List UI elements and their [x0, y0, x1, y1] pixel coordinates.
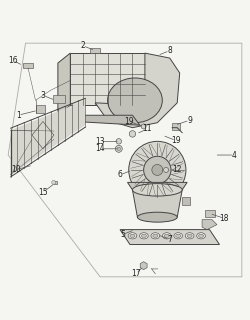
Circle shape [115, 145, 122, 152]
Ellipse shape [132, 184, 182, 196]
Ellipse shape [130, 234, 135, 237]
Polygon shape [11, 100, 85, 175]
Text: 3: 3 [40, 91, 46, 100]
Circle shape [116, 139, 121, 144]
Text: 14: 14 [95, 144, 105, 153]
Polygon shape [70, 53, 145, 105]
Polygon shape [53, 115, 140, 125]
Ellipse shape [138, 212, 177, 222]
Polygon shape [90, 48, 100, 53]
Polygon shape [54, 181, 57, 184]
Polygon shape [36, 105, 46, 113]
Polygon shape [128, 182, 187, 190]
Text: 17: 17 [132, 269, 141, 278]
Text: 13: 13 [95, 137, 105, 146]
Text: 4: 4 [232, 150, 237, 160]
Text: 9: 9 [187, 116, 192, 125]
Polygon shape [58, 53, 70, 115]
Text: 12: 12 [172, 165, 182, 174]
Polygon shape [202, 220, 217, 230]
Polygon shape [53, 95, 65, 103]
Circle shape [144, 156, 171, 184]
Ellipse shape [198, 234, 203, 237]
Text: 15: 15 [38, 188, 48, 197]
Ellipse shape [140, 233, 148, 239]
Ellipse shape [162, 233, 171, 239]
Polygon shape [95, 53, 180, 128]
Ellipse shape [151, 233, 160, 239]
Polygon shape [120, 230, 220, 244]
Text: 8: 8 [168, 46, 172, 55]
Circle shape [129, 131, 136, 137]
Polygon shape [140, 262, 147, 270]
Text: 16: 16 [8, 56, 18, 65]
Text: 1: 1 [16, 111, 20, 120]
Text: 18: 18 [220, 214, 229, 223]
Text: 19: 19 [124, 117, 134, 126]
Circle shape [52, 180, 56, 184]
Circle shape [129, 141, 186, 198]
Ellipse shape [128, 233, 137, 239]
Polygon shape [23, 63, 33, 68]
Text: 2: 2 [80, 41, 85, 50]
Ellipse shape [164, 234, 169, 237]
Ellipse shape [153, 234, 158, 237]
Circle shape [141, 124, 146, 129]
Text: 5: 5 [120, 230, 125, 239]
Text: 11: 11 [142, 124, 152, 133]
Circle shape [117, 147, 120, 150]
Polygon shape [204, 210, 214, 217]
Text: 19: 19 [171, 136, 181, 145]
Polygon shape [172, 123, 180, 130]
Polygon shape [182, 197, 190, 205]
Ellipse shape [174, 233, 182, 239]
Text: 7: 7 [167, 235, 172, 244]
Ellipse shape [187, 234, 192, 237]
Ellipse shape [185, 233, 194, 239]
Ellipse shape [142, 234, 146, 237]
Circle shape [164, 167, 168, 172]
Text: 10: 10 [11, 165, 20, 174]
Ellipse shape [197, 233, 205, 239]
Text: 6: 6 [118, 171, 122, 180]
Ellipse shape [108, 78, 162, 123]
Circle shape [152, 164, 163, 175]
Polygon shape [132, 190, 182, 217]
Ellipse shape [176, 234, 181, 237]
